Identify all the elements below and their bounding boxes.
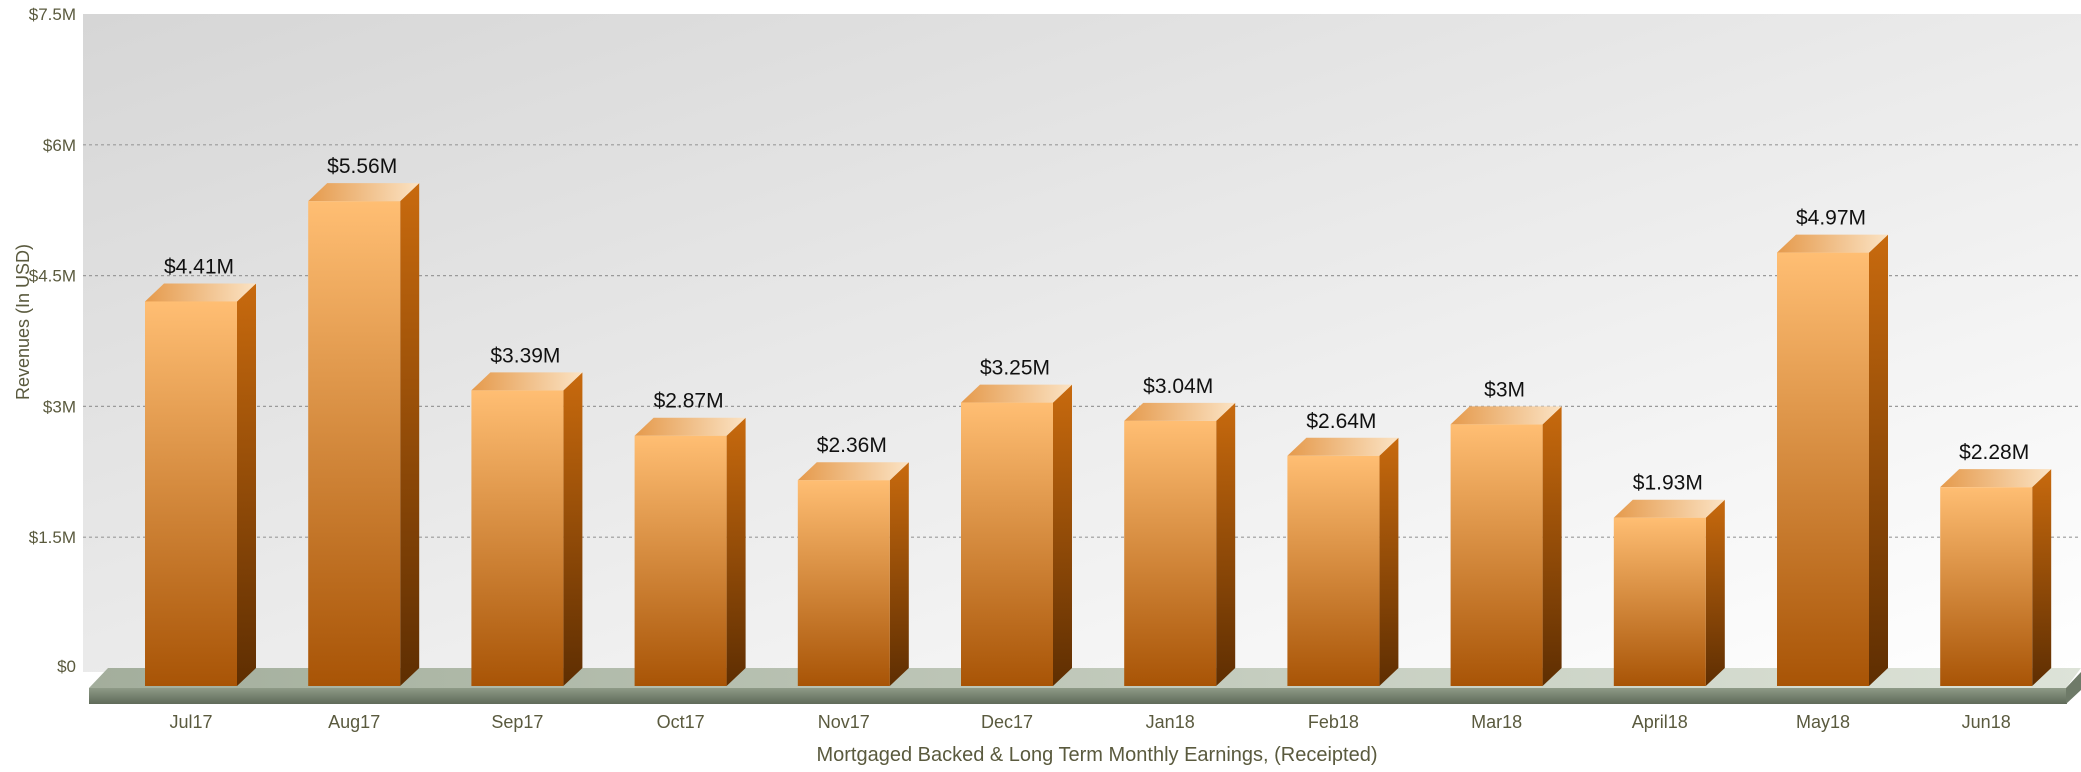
bar-front	[145, 301, 237, 686]
bar-value-label: $2.28M	[1959, 441, 2029, 464]
data-labels: $4.41M $5.56M $3.39M $2.87M $2.36M $3.25M $3.0…	[164, 155, 2029, 495]
bar-top	[1450, 406, 1562, 425]
x-tick-label: Nov17	[818, 712, 870, 732]
y-tick-label: $6M	[43, 136, 76, 155]
y-tick-label: $1.5M	[29, 528, 76, 547]
bar-value-label: $4.97M	[1796, 207, 1866, 230]
bar-side	[1542, 406, 1562, 686]
bar-top	[1124, 402, 1236, 421]
x-tick-label: April18	[1632, 712, 1688, 732]
bar-side	[726, 417, 746, 686]
bar-value-label: $3.39M	[490, 344, 560, 367]
x-axis-ticks: Jul17 Aug17 Sep17 Oct17 Nov17 Dec17 Jan18 Feb18…	[169, 712, 2010, 732]
bar	[634, 417, 746, 686]
bar-side	[563, 372, 583, 686]
floor-front	[89, 688, 2067, 704]
bar-top	[145, 283, 256, 302]
bar-front	[797, 480, 890, 686]
x-tick-label: Jun18	[1962, 712, 2011, 732]
floor-top	[89, 668, 2081, 688]
bar-top	[1940, 469, 2052, 488]
bar-front	[634, 435, 727, 686]
bar-side	[2032, 469, 2052, 686]
bar	[1124, 402, 1236, 686]
bar-front	[1450, 424, 1543, 686]
bar	[961, 384, 1072, 686]
bar-front	[1777, 252, 1869, 686]
bar-side	[1216, 402, 1236, 686]
bar-top	[308, 183, 420, 202]
x-tick-label: Aug17	[328, 712, 380, 732]
bar-value-label: $2.87M	[654, 390, 724, 413]
bar	[145, 283, 256, 686]
bar-side	[400, 183, 420, 686]
x-tick-label: Sep17	[491, 712, 543, 732]
bar-value-label: $4.41M	[164, 255, 234, 278]
bar-value-label: $3.25M	[980, 357, 1050, 380]
bar	[1450, 406, 1562, 686]
bar-side	[889, 462, 909, 686]
bar	[471, 372, 583, 686]
bar-front	[471, 390, 564, 686]
bar-front	[961, 402, 1053, 686]
y-tick-label: $0	[57, 657, 76, 676]
x-tick-label: May18	[1796, 712, 1850, 732]
bar-value-label: $3M	[1484, 378, 1525, 401]
bar-value-label: $1.93M	[1633, 472, 1703, 495]
bar-side	[1705, 499, 1725, 686]
x-tick-label: Feb18	[1308, 712, 1359, 732]
bar-side	[1379, 437, 1399, 686]
x-tick-label: Jul17	[169, 712, 212, 732]
bar-top	[634, 417, 746, 436]
bar-front	[1287, 455, 1380, 686]
floor-side	[2066, 672, 2081, 704]
bar	[1613, 499, 1725, 686]
bar-front	[308, 201, 401, 686]
bar-top	[1287, 437, 1399, 456]
y-tick-label: $3M	[43, 397, 76, 416]
bar-top	[797, 462, 909, 481]
bar	[797, 462, 909, 686]
chart-floor	[89, 668, 2081, 704]
y-tick-label: $4.5M	[29, 267, 76, 286]
bar	[308, 183, 420, 686]
bar-value-label: $2.36M	[817, 434, 887, 457]
y-tick-label: $7.5M	[29, 5, 76, 24]
x-tick-label: Oct17	[657, 712, 705, 732]
bar-value-label: $2.64M	[1306, 410, 1376, 433]
bar	[1777, 234, 1888, 686]
bar-side	[237, 283, 256, 686]
bar-top	[961, 384, 1072, 403]
x-tick-label: Dec17	[981, 712, 1033, 732]
bar-front	[1124, 420, 1217, 686]
x-tick-label: Jan18	[1146, 712, 1195, 732]
x-axis-title: Mortgaged Backed & Long Term Monthly Ear…	[816, 744, 1377, 766]
y-axis-ticks: $0 $1.5M $3M $4.5M $6M $7.5M	[29, 5, 76, 676]
bar	[1287, 437, 1399, 686]
y-axis-title: Revenues (In USD)	[13, 244, 33, 400]
bar-top	[1777, 234, 1888, 253]
bar-front	[1613, 517, 1706, 686]
bar-top	[471, 372, 583, 391]
bar-value-label: $5.56M	[327, 155, 397, 178]
bar-side	[1053, 384, 1072, 686]
bar-top	[1613, 499, 1725, 518]
x-tick-label: Mar18	[1471, 712, 1522, 732]
bars	[145, 183, 2052, 686]
bar-front	[1940, 487, 2033, 686]
bar	[1940, 469, 2052, 686]
bar-side	[1869, 234, 1888, 686]
bar-value-label: $3.04M	[1143, 375, 1213, 398]
